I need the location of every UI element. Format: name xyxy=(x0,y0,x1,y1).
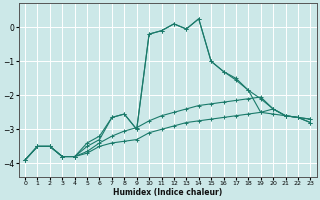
X-axis label: Humidex (Indice chaleur): Humidex (Indice chaleur) xyxy=(113,188,222,197)
